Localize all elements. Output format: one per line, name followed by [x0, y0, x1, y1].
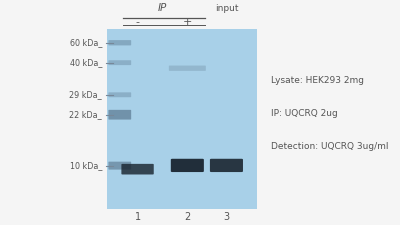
Text: input: input	[215, 4, 238, 13]
Text: 60 kDa_: 60 kDa_	[70, 38, 102, 47]
FancyBboxPatch shape	[210, 159, 243, 172]
Text: 22 kDa_: 22 kDa_	[69, 110, 102, 119]
Text: 3: 3	[223, 212, 230, 222]
Text: IP: IP	[158, 3, 167, 13]
FancyBboxPatch shape	[108, 162, 131, 170]
FancyBboxPatch shape	[169, 65, 206, 71]
FancyBboxPatch shape	[108, 60, 131, 65]
FancyBboxPatch shape	[171, 159, 204, 172]
Text: 40 kDa_: 40 kDa_	[70, 58, 102, 67]
Text: IP: UQCRQ 2ug: IP: UQCRQ 2ug	[271, 109, 338, 118]
FancyBboxPatch shape	[121, 164, 154, 175]
Text: 2: 2	[184, 212, 190, 222]
Text: 1: 1	[134, 212, 141, 222]
FancyBboxPatch shape	[108, 110, 131, 119]
Text: Detection: UQCRQ 3ug/ml: Detection: UQCRQ 3ug/ml	[271, 142, 388, 151]
Text: +: +	[183, 17, 192, 27]
Text: 29 kDa_: 29 kDa_	[69, 90, 102, 99]
FancyBboxPatch shape	[108, 40, 131, 45]
Text: 10 kDa_: 10 kDa_	[70, 161, 102, 170]
Bar	[107, 29, 257, 209]
Text: -: -	[136, 17, 140, 27]
Text: Lysate: HEK293 2mg: Lysate: HEK293 2mg	[271, 76, 364, 85]
FancyBboxPatch shape	[108, 92, 131, 97]
